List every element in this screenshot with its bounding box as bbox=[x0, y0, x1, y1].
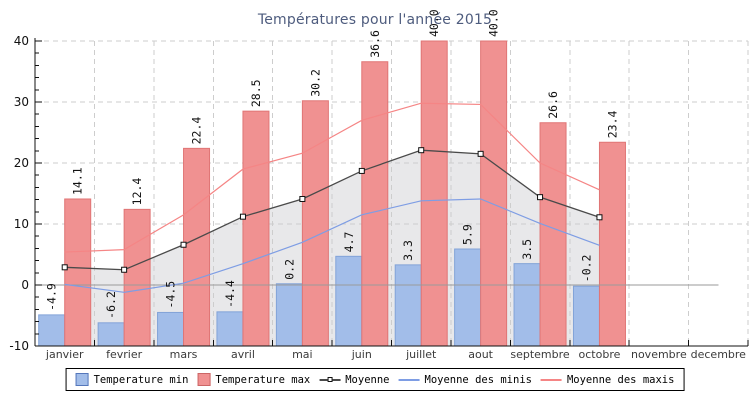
legend-label: Moyenne des maxis bbox=[566, 373, 675, 386]
bar-value-label: 5.9 bbox=[461, 224, 475, 245]
bar-value-label: 36.6 bbox=[368, 30, 382, 58]
y-label-20: 20 bbox=[13, 156, 29, 170]
x-label-octobre: octobre bbox=[578, 348, 621, 361]
bar-value-label: 4.7 bbox=[342, 231, 356, 252]
legend-item-temperature-min: Temperature min bbox=[75, 373, 189, 386]
y-label-40: 40 bbox=[13, 34, 29, 48]
moyenne-des-minis-line bbox=[64, 198, 600, 293]
bar-value-label: 40.0 bbox=[487, 9, 501, 37]
y-label-10: 10 bbox=[13, 217, 29, 231]
bar-value-label: 30.2 bbox=[308, 69, 322, 97]
bar-value-label: 14.1 bbox=[71, 167, 85, 195]
bar-temperature-max-octobre bbox=[598, 141, 626, 347]
moyenne-line-marker-icon bbox=[319, 376, 341, 382]
x-label-janvier: janvier bbox=[45, 348, 84, 361]
y-label-30: 30 bbox=[13, 95, 29, 109]
bar-temperature-max-mai bbox=[301, 100, 329, 347]
bar-temperature-max-aout bbox=[480, 40, 508, 347]
bar-value-label: 12.4 bbox=[130, 178, 144, 206]
x-label-mai: mai bbox=[292, 348, 313, 361]
bar-temperature-max-juillet bbox=[420, 40, 448, 347]
moyenne-maxis-line-icon bbox=[540, 378, 562, 381]
bar-temperature-min-octobre bbox=[572, 285, 600, 347]
bar-temperature-max-avril bbox=[242, 110, 270, 347]
bar-value-label: 3.5 bbox=[520, 239, 534, 260]
bar-temperature-max-septembre bbox=[539, 122, 567, 347]
bar-temperature-min-avril bbox=[216, 311, 244, 347]
bar-value-label: -4.4 bbox=[223, 280, 237, 308]
bar-temperature-min-juillet bbox=[394, 264, 422, 347]
bar-value-label: 40.0 bbox=[427, 9, 441, 37]
bar-value-label: 28.5 bbox=[249, 79, 263, 107]
x-label-aout: aout bbox=[468, 348, 493, 361]
legend-label: Moyenne des minis bbox=[424, 373, 532, 386]
moyenne-marker bbox=[596, 214, 603, 221]
moyenne-marker bbox=[358, 167, 365, 174]
bar-temperature-min-fevrier bbox=[97, 322, 125, 347]
moyenne-marker bbox=[299, 195, 306, 202]
moyenne-marker bbox=[180, 241, 187, 248]
x-label-septembre: septembre bbox=[510, 348, 570, 361]
bar-temperature-max-juin bbox=[361, 61, 389, 347]
chart-title: Températures pour l'année 2015 bbox=[257, 12, 493, 28]
bar-value-label: -4.5 bbox=[164, 281, 178, 309]
moyenne-marker bbox=[61, 264, 68, 271]
bar-value-label: 26.6 bbox=[546, 91, 560, 119]
temperature-min-swatch-icon bbox=[75, 373, 89, 386]
bar-temperature-min-septembre bbox=[513, 263, 541, 347]
legend-item-moyenne: Moyenne bbox=[319, 374, 389, 386]
bar-value-label: -6.2 bbox=[104, 291, 118, 319]
moyenne-marker bbox=[537, 194, 544, 201]
moyenne-marker bbox=[418, 147, 425, 154]
bar-value-label: 22.4 bbox=[190, 117, 204, 145]
bar-temperature-min-mars bbox=[157, 311, 185, 347]
moyenne-marker bbox=[239, 213, 246, 220]
moyenne-minis-line-icon bbox=[398, 378, 420, 381]
x-label-fevrier: fevrier bbox=[106, 348, 143, 361]
bar-temperature-min-mai bbox=[275, 283, 303, 347]
bar-temperature-max-mars bbox=[183, 147, 211, 347]
bar-temperature-max-fevrier bbox=[123, 208, 151, 347]
legend-item-moyenne-des-maxis: Moyenne des maxis bbox=[540, 373, 675, 386]
legend: Temperature min Temperature max Moyenne … bbox=[65, 368, 685, 391]
x-label-mars: mars bbox=[169, 348, 198, 361]
x-label-juillet: juillet bbox=[406, 348, 437, 361]
y-label-0: 0 bbox=[21, 278, 29, 292]
bar-value-label: -4.9 bbox=[45, 283, 59, 311]
moyenne-des-maxis-line bbox=[64, 102, 600, 253]
bar-temperature-min-janvier bbox=[38, 314, 66, 347]
temperature-max-swatch-icon bbox=[197, 373, 211, 386]
y-label--10: -10 bbox=[9, 339, 29, 353]
legend-label: Temperature min bbox=[93, 373, 189, 386]
moyenne-line bbox=[64, 149, 600, 271]
bar-temperature-max-janvier bbox=[64, 198, 92, 347]
legend-item-moyenne-des-minis: Moyenne des minis bbox=[398, 373, 532, 386]
moyenne-marker bbox=[477, 150, 484, 157]
bar-value-label: 23.4 bbox=[605, 110, 619, 138]
bar-value-label: 3.3 bbox=[401, 240, 415, 261]
bar-temperature-min-aout bbox=[454, 248, 482, 347]
x-label-avril: avril bbox=[231, 348, 255, 361]
bar-value-label: 0.2 bbox=[282, 259, 296, 280]
moyenne-marker bbox=[121, 266, 128, 273]
legend-label: Temperature max bbox=[215, 373, 311, 386]
legend-item-temperature-max: Temperature max bbox=[197, 373, 310, 386]
x-label-novembre: novembre bbox=[630, 348, 687, 361]
x-label-decembre: decembre bbox=[690, 348, 746, 361]
x-label-juin: juin bbox=[351, 348, 372, 361]
bar-temperature-min-juin bbox=[335, 255, 363, 347]
bar-value-label: -0.2 bbox=[579, 255, 593, 283]
legend-label: Moyenne bbox=[345, 373, 390, 386]
